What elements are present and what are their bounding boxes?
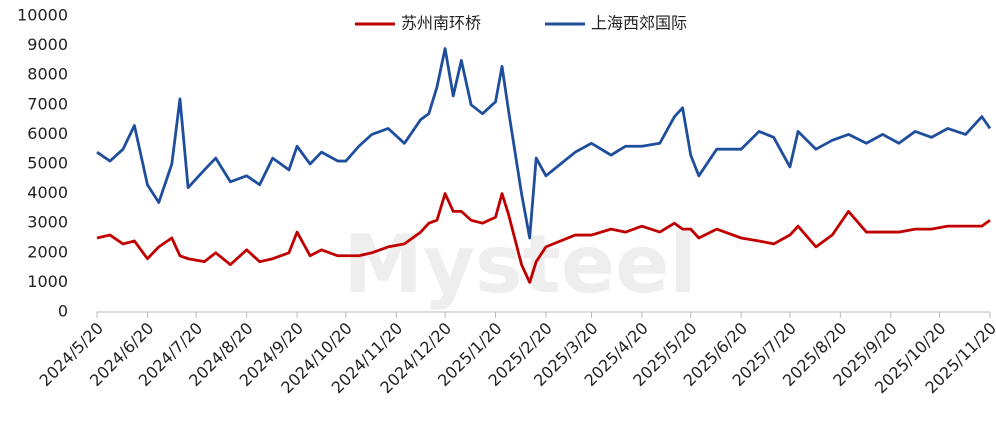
y-tick-label: 0	[58, 302, 68, 321]
legend-label: 上海西郊国际	[591, 14, 687, 33]
y-tick-label: 1000	[27, 272, 68, 291]
y-tick-label: 3000	[27, 213, 68, 232]
y-tick-label: 2000	[27, 242, 68, 261]
y-tick-label: 5000	[27, 154, 68, 173]
series-line	[96, 47, 992, 240]
y-tick-label: 6000	[27, 124, 68, 143]
legend-label: 苏州南环桥	[401, 14, 481, 33]
y-tick-label: 4000	[27, 183, 68, 202]
y-tick-label: 7000	[27, 94, 68, 113]
y-tick-label: 10000	[17, 6, 68, 25]
watermark: Mysteel	[343, 218, 697, 311]
y-tick-label: 9000	[27, 35, 68, 54]
series-line	[96, 192, 991, 284]
y-tick-label: 8000	[27, 65, 68, 84]
